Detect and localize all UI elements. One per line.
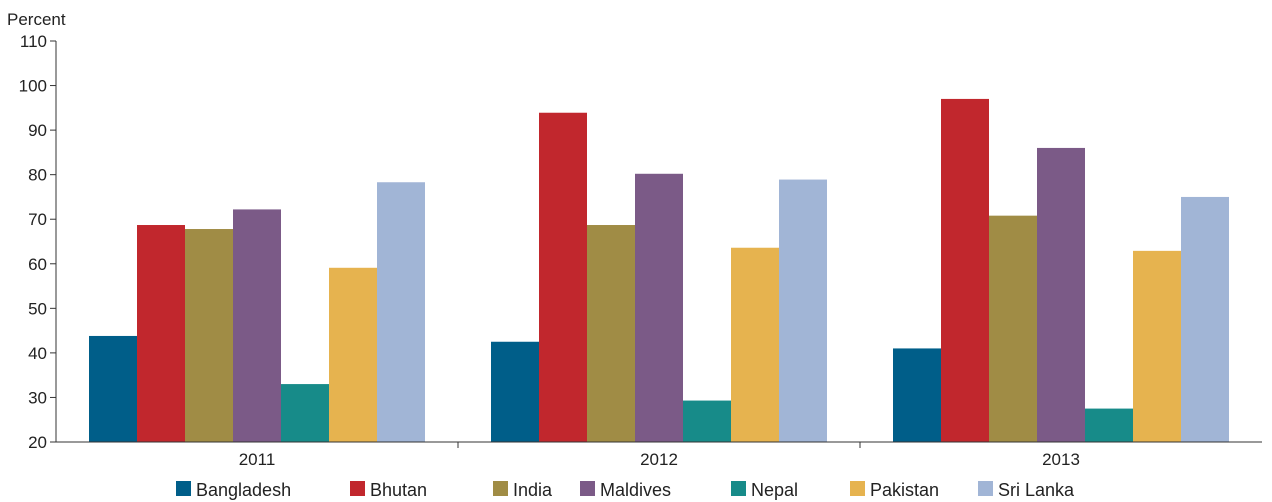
legend-label: Maldives: [600, 480, 671, 500]
legend-label: Bhutan: [370, 480, 427, 500]
bar-bhutan-2011: [137, 225, 185, 442]
legend-swatch: [176, 481, 191, 496]
legend-swatch: [731, 481, 746, 496]
y-tick-label: 40: [28, 344, 47, 363]
y-tick-label: 50: [28, 299, 47, 318]
bar-bhutan-2013: [941, 98, 989, 442]
legend-swatch: [580, 481, 595, 496]
legend-label: India: [513, 480, 553, 500]
x-axis: 2011 2012 2013: [56, 441, 1262, 469]
bar-bhutan-2012: [539, 112, 587, 443]
bar-nepal-2012: [683, 400, 731, 442]
bar-pakistan-2012: [731, 247, 779, 442]
y-tick-label: 60: [28, 255, 47, 274]
x-tick-label: 2013: [1042, 450, 1080, 469]
x-tick-label: 2011: [239, 450, 276, 469]
legend: Bangladesh Bhutan India Maldives Nepal Pakist…: [176, 480, 1075, 500]
bar-pakistan-2013: [1133, 250, 1181, 442]
legend-label: Bangladesh: [196, 480, 291, 500]
legend-swatch: [978, 481, 993, 496]
y-tick-label: 110: [20, 32, 47, 51]
bar-pakistan-2011: [329, 267, 377, 442]
bar-bangladesh-2011: [89, 335, 137, 442]
y-tick-label: 70: [28, 210, 47, 229]
bar-sri-lanka-2011: [377, 182, 425, 443]
y-axis-label: Percent: [7, 10, 66, 29]
bar-maldives-2013: [1037, 147, 1085, 442]
x-tick-label: 2012: [640, 450, 678, 469]
bar-nepal-2013: [1085, 408, 1133, 442]
y-axis: 20 30 40 50 60 70 80 90 100 110: [19, 32, 57, 452]
bar-nepal-2011: [281, 384, 329, 442]
legend-label: Nepal: [751, 480, 798, 500]
bars: [89, 98, 1229, 443]
bar-bangladesh-2012: [491, 341, 539, 442]
legend-label: Pakistan: [870, 480, 939, 500]
legend-swatch: [350, 481, 365, 496]
y-tick-label: 90: [28, 121, 47, 140]
y-tick-label: 30: [28, 388, 47, 407]
bar-bangladesh-2013: [893, 348, 941, 442]
bar-india-2012: [587, 225, 635, 442]
y-tick-label: 80: [28, 166, 47, 185]
bar-india-2013: [989, 215, 1037, 442]
bar-maldives-2011: [233, 209, 281, 442]
bar-sri-lanka-2013: [1181, 196, 1229, 442]
bar-india-2011: [185, 229, 233, 442]
legend-swatch: [493, 481, 508, 496]
bar-maldives-2012: [635, 173, 683, 442]
bar-sri-lanka-2012: [779, 179, 827, 442]
y-tick-label: 100: [19, 77, 47, 96]
legend-label: Sri Lanka: [998, 480, 1075, 500]
legend-swatch: [850, 481, 865, 496]
y-tick-label: 20: [28, 433, 47, 452]
